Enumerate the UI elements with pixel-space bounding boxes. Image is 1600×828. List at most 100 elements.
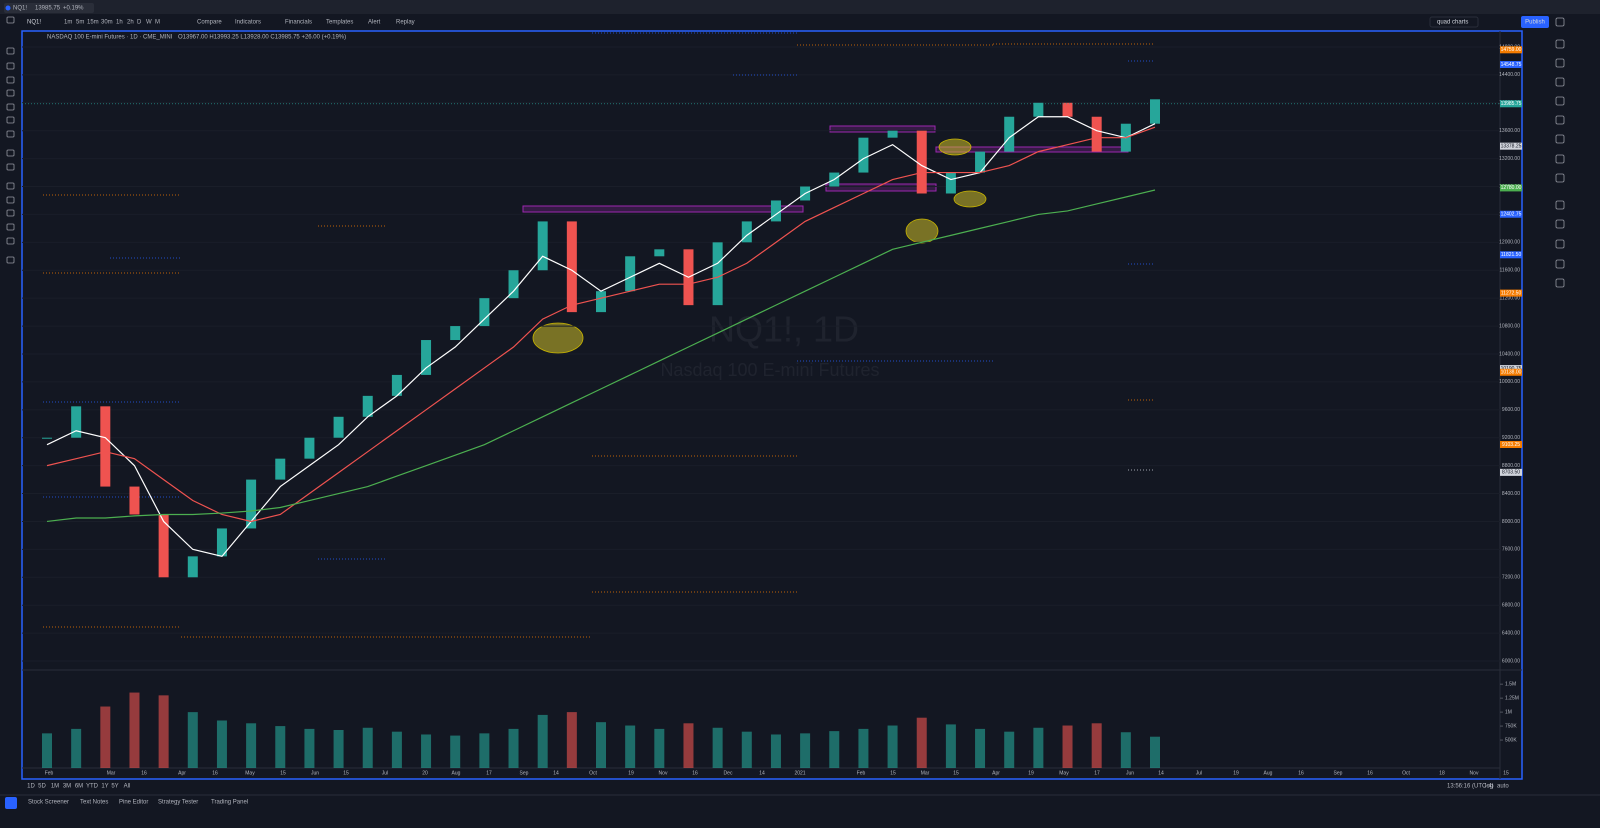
candle [508, 270, 519, 299]
volume-bar [887, 725, 898, 768]
range-button[interactable]: 3M [63, 784, 71, 790]
range-button[interactable]: 5Y [111, 784, 118, 790]
publish-label[interactable]: Publish [1525, 20, 1545, 26]
layout-box[interactable] [1429, 16, 1479, 28]
tab-price: 13985.75 [35, 6, 61, 12]
price-tick-label: 8800.00 [1502, 463, 1520, 469]
bottom-tab[interactable]: Trading Panel [211, 800, 248, 806]
symbol-input[interactable]: NQ1! [27, 20, 41, 26]
sidebar-icon[interactable] [1555, 134, 1565, 144]
toolbar-button[interactable]: Alert [368, 20, 381, 26]
tool-icon[interactable] [6, 196, 15, 204]
range-button[interactable]: 5D [38, 784, 46, 790]
price-tag-label: 13378.25 [1501, 143, 1522, 149]
sidebar-icon[interactable] [1555, 173, 1565, 183]
volume-bar [421, 734, 432, 768]
volume-bar [42, 733, 52, 768]
sidebar-icon[interactable] [1555, 115, 1565, 125]
layout-name[interactable]: quad charts [1437, 20, 1468, 26]
tab[interactable] [4, 3, 94, 13]
tool-icon[interactable] [6, 103, 15, 111]
price-tag [1500, 440, 1522, 448]
interval-button[interactable]: 1h [116, 20, 123, 26]
interval-button[interactable]: 1m [64, 20, 72, 26]
toolbar-button[interactable]: Replay [396, 20, 415, 26]
clock: 13:56:16 (UTC-4) [1447, 784, 1494, 790]
sidebar-icon[interactable] [1555, 96, 1565, 106]
tool-icon[interactable] [6, 62, 15, 70]
range-button[interactable]: All [124, 784, 131, 790]
price-tag-label: 14548.75 [1501, 62, 1522, 68]
interval-button[interactable]: 30m [101, 20, 113, 26]
sidebar-icon[interactable] [1555, 39, 1565, 49]
interval-button[interactable]: D [137, 20, 142, 26]
sidebar-icon[interactable] [1555, 219, 1565, 229]
price-tag [1500, 468, 1522, 476]
interval-button[interactable]: M [155, 20, 160, 26]
price-tag [1500, 289, 1522, 297]
sidebar-icon[interactable] [1555, 154, 1565, 164]
sidebar-icon[interactable] [1555, 77, 1565, 87]
toolbar-button[interactable]: Financials [285, 20, 312, 26]
tool-icon[interactable] [6, 256, 15, 264]
bottom-tab[interactable]: Stock Screener [28, 800, 69, 806]
interval-button[interactable]: 15m [87, 20, 99, 26]
tool-icon[interactable] [6, 47, 15, 55]
browser-bar [0, 0, 1600, 14]
candle [42, 437, 52, 439]
candle [100, 406, 111, 487]
tool-icon[interactable] [6, 76, 15, 84]
volume-bar [945, 724, 956, 768]
interval-button[interactable]: 2h [127, 20, 134, 26]
candle [916, 130, 927, 194]
range-button[interactable]: 6M [75, 784, 83, 790]
sidebar-icon[interactable] [1555, 239, 1565, 249]
interval-button[interactable]: W [146, 20, 152, 26]
tool-icon[interactable] [6, 182, 15, 190]
sidebar-icon[interactable] [1555, 259, 1565, 269]
sidebar-icon[interactable] [1555, 58, 1565, 68]
highlight-ellipse [953, 190, 987, 208]
time-tick-label: Mar [107, 770, 116, 776]
time-tick-label: May [245, 770, 255, 776]
tool-icon[interactable] [6, 130, 15, 138]
range-button[interactable]: YTD [86, 784, 99, 790]
tool-icon[interactable] [6, 209, 15, 217]
candle [1062, 102, 1073, 117]
volume-tick-label: 1M [1505, 709, 1512, 715]
scale-option[interactable]: log [1485, 784, 1493, 790]
bottom-tab[interactable]: Strategy Tester [158, 800, 198, 806]
tool-icon[interactable] [6, 237, 15, 245]
price-tick-label: 6400.00 [1502, 630, 1520, 636]
toolbar-button[interactable]: Indicators [235, 20, 261, 26]
volume-bar [333, 730, 344, 768]
tool-icon[interactable] [6, 116, 15, 124]
volume-bar [1033, 727, 1044, 768]
volume-bar [916, 717, 927, 768]
toolbar-button[interactable]: Compare [197, 20, 222, 26]
tool-icon[interactable] [6, 149, 15, 157]
tool-icon[interactable] [6, 163, 15, 171]
tool-icon[interactable] [6, 89, 15, 97]
price-tick-label: 8000.00 [1502, 519, 1520, 525]
time-tick-label: 19 [1028, 770, 1034, 776]
scale-option[interactable]: auto [1497, 784, 1509, 790]
bottom-tab[interactable]: Pine Editor [119, 800, 148, 806]
range-button[interactable]: 1M [51, 784, 59, 790]
time-tick-label: 16 [141, 770, 147, 776]
interval-button[interactable]: 5m [76, 20, 84, 26]
range-button[interactable]: 1D [27, 784, 35, 790]
publish-button[interactable] [1521, 16, 1549, 28]
volume-bar [537, 714, 548, 768]
sidebar-icon[interactable] [1555, 200, 1565, 210]
range-button[interactable]: 1Y [101, 784, 108, 790]
sidebar-icon[interactable] [1555, 278, 1565, 288]
tool-icon[interactable] [6, 223, 15, 231]
candle [187, 556, 198, 578]
bottom-tab[interactable]: Text Notes [80, 800, 108, 806]
tool-icon[interactable] [6, 16, 15, 24]
candle [741, 221, 752, 243]
logo [5, 797, 17, 809]
sidebar-icon[interactable] [1555, 17, 1565, 27]
toolbar-button[interactable]: Templates [326, 20, 353, 26]
